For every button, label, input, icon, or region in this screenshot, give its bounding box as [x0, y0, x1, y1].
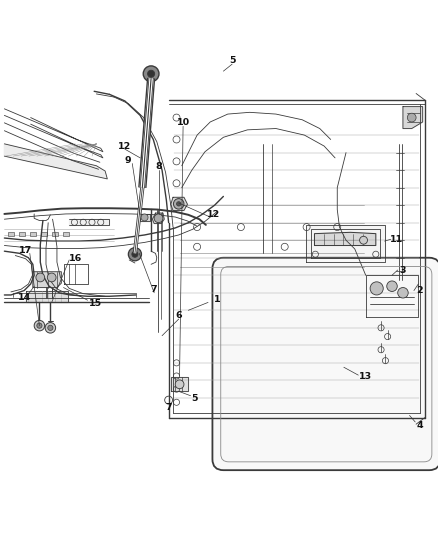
Circle shape	[143, 66, 159, 82]
Text: 5: 5	[192, 394, 198, 403]
Polygon shape	[26, 290, 68, 302]
Circle shape	[175, 380, 184, 389]
Circle shape	[154, 214, 163, 223]
Circle shape	[132, 251, 138, 257]
Polygon shape	[69, 219, 109, 225]
Text: 9: 9	[124, 156, 131, 165]
Bar	[8, 232, 14, 236]
Text: 14: 14	[18, 293, 31, 302]
Text: 12: 12	[118, 142, 131, 150]
Polygon shape	[314, 232, 376, 246]
Text: 8: 8	[155, 162, 162, 171]
Circle shape	[398, 287, 408, 298]
Text: 16: 16	[69, 254, 82, 263]
Polygon shape	[152, 213, 164, 223]
Circle shape	[141, 214, 148, 221]
Polygon shape	[171, 377, 188, 391]
Circle shape	[47, 273, 56, 282]
Text: 13: 13	[359, 373, 372, 382]
Bar	[30, 232, 36, 236]
FancyBboxPatch shape	[212, 258, 438, 470]
Circle shape	[45, 322, 56, 333]
Circle shape	[36, 273, 45, 282]
Bar	[19, 232, 25, 236]
Text: 7: 7	[151, 285, 158, 294]
Text: 7: 7	[165, 403, 172, 412]
Text: 6: 6	[175, 311, 182, 320]
Text: 15: 15	[89, 299, 102, 308]
Text: 2: 2	[416, 286, 423, 295]
Circle shape	[370, 282, 383, 295]
Circle shape	[360, 236, 367, 244]
Circle shape	[128, 248, 141, 261]
Text: 5: 5	[229, 56, 235, 65]
Circle shape	[177, 201, 181, 206]
Text: 11: 11	[390, 235, 403, 244]
Text: 3: 3	[400, 265, 406, 274]
Circle shape	[148, 70, 155, 77]
Text: 10: 10	[177, 118, 190, 127]
Polygon shape	[171, 197, 187, 211]
Circle shape	[407, 113, 416, 122]
Text: 4: 4	[416, 421, 423, 430]
Circle shape	[387, 281, 397, 292]
Polygon shape	[140, 214, 150, 221]
Text: 12: 12	[207, 211, 220, 219]
Text: 1: 1	[213, 295, 220, 304]
Circle shape	[48, 325, 53, 330]
Polygon shape	[4, 144, 107, 179]
Circle shape	[173, 199, 184, 209]
Bar	[52, 232, 58, 236]
Text: 17: 17	[19, 246, 32, 255]
Polygon shape	[33, 272, 61, 287]
Bar	[63, 232, 69, 236]
Polygon shape	[366, 275, 418, 317]
Polygon shape	[403, 107, 423, 128]
Circle shape	[34, 320, 45, 331]
Polygon shape	[306, 225, 385, 262]
Bar	[41, 232, 47, 236]
Circle shape	[37, 323, 42, 328]
